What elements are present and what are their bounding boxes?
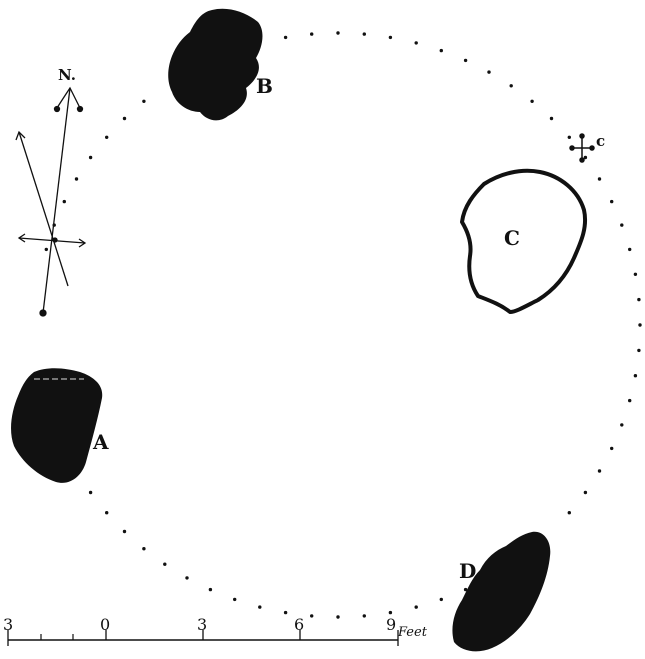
circle-dot [62, 199, 66, 204]
circle-dot [628, 398, 632, 403]
circle-dot [233, 597, 237, 602]
stone-c-label: C [504, 226, 520, 250]
cross-marker-dot-top [579, 133, 585, 139]
compass-crossbar [18, 237, 86, 244]
circle-dot [362, 32, 366, 36]
circle-dot [628, 247, 632, 252]
north-label: N. [58, 66, 76, 84]
scale-label-3: 3 [197, 615, 207, 634]
circle-dot [439, 597, 443, 602]
circle-dot [509, 84, 513, 88]
circle-dot [105, 511, 109, 515]
scale-label-6: 6 [294, 615, 304, 634]
circle-dot [105, 135, 109, 139]
crossbar-right-barb [78, 238, 87, 248]
circle-dot [610, 199, 614, 204]
circle-dot [88, 155, 93, 160]
circle-dot [163, 562, 167, 566]
scale-label-left-3: 3 [3, 615, 13, 634]
scale-bar: 3 0 3 6 9 Feet [3, 615, 428, 646]
stone-b: B [168, 8, 273, 121]
circle-dot [283, 35, 288, 40]
stone-a-label: A [92, 430, 109, 454]
circle-dot [258, 605, 262, 609]
circle-dot [583, 490, 588, 495]
circle-dot [310, 614, 314, 618]
stone-b-shape [168, 8, 263, 121]
circle-dot [44, 247, 48, 252]
circle-dot [185, 576, 189, 580]
circle-dot [638, 323, 642, 327]
scale-label-0: 0 [100, 615, 110, 634]
crossbar-left-barb [17, 233, 26, 243]
circle-dot [597, 469, 602, 473]
circle-dot [610, 446, 614, 451]
scale-label-9: 9 [386, 615, 396, 634]
north-line [42, 87, 71, 314]
cross-marker-label: c [596, 132, 605, 150]
circle-dot [88, 490, 93, 495]
north-arrow-dot-left [53, 105, 61, 113]
circle-dot [633, 272, 638, 276]
circle-dot [620, 223, 624, 227]
circle-dot [208, 587, 213, 592]
north-arrow: N. [15, 66, 87, 317]
circle-dot [549, 116, 554, 121]
circle-dot [362, 614, 366, 618]
circle-dot [583, 155, 588, 160]
circle-dot [637, 348, 641, 353]
scale-unit-label: Feet [397, 625, 428, 640]
circle-dot [283, 610, 288, 615]
circle-dot [487, 70, 491, 74]
north-arrowhead [56, 86, 81, 109]
circle-dot [463, 587, 468, 592]
cross-marker: c [569, 132, 605, 163]
circle-dot [122, 529, 127, 534]
circle-dot [620, 423, 624, 427]
circle-dot [310, 32, 314, 36]
stone-circle-dotted-outline [44, 31, 642, 619]
circle-dot [74, 177, 79, 181]
north-arrow-dot-right [76, 105, 84, 113]
circle-dot [122, 116, 127, 121]
stone-c: C [460, 168, 587, 314]
magnetic-barb [15, 130, 26, 141]
circle-dot [388, 610, 393, 615]
circle-dot [336, 31, 340, 35]
circle-dot [637, 297, 641, 302]
circle-dot [567, 135, 571, 139]
stone-d: D [452, 531, 551, 652]
circle-dot [414, 605, 418, 609]
circle-dot [597, 177, 602, 181]
cross-marker-dot-right [589, 145, 595, 151]
circle-dot [439, 48, 443, 53]
stone-d-shape [452, 531, 551, 652]
circle-dot [142, 99, 146, 104]
magnetic-line [18, 131, 69, 287]
circle-dot [388, 35, 393, 40]
circle-dot [142, 547, 146, 551]
cross-marker-dot-bottom [579, 157, 585, 163]
stone-b-label: B [256, 74, 273, 98]
compass-center-dot [52, 237, 58, 243]
circle-dot [633, 374, 638, 378]
stone-a-shape [11, 368, 103, 483]
stone-c-shape [460, 168, 587, 314]
circle-dot [463, 58, 468, 63]
circle-dot [336, 615, 340, 619]
stone-d-label: D [459, 559, 476, 583]
circle-dot [567, 511, 571, 515]
stone-a: A [11, 368, 109, 483]
cross-marker-dot-left [569, 145, 575, 151]
circle-dot [414, 41, 418, 45]
compass-bottom-dot [39, 309, 47, 317]
circle-dot [530, 99, 534, 104]
